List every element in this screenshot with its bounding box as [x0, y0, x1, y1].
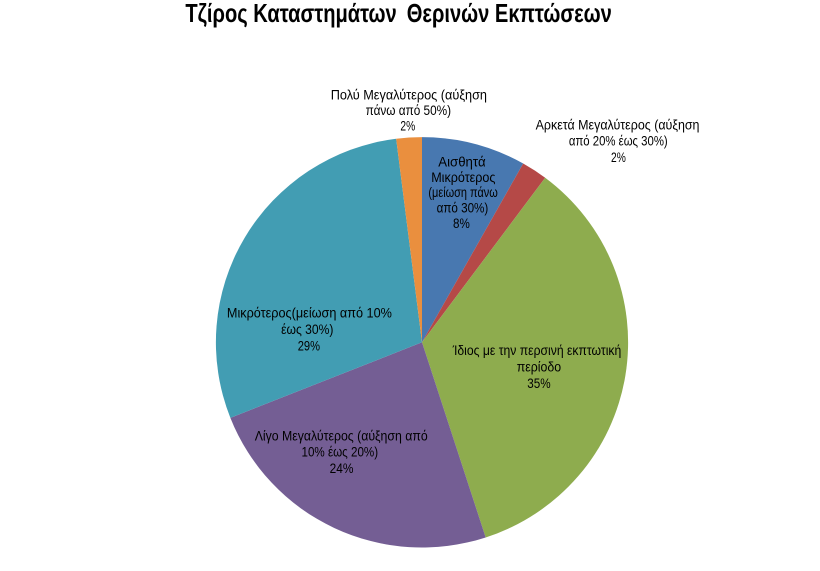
- svg-text:Πολύ Μεγαλύτερος (αύξηση: Πολύ Μεγαλύτερος (αύξηση: [331, 87, 487, 102]
- svg-text:24%: 24%: [330, 461, 354, 476]
- svg-text:35%: 35%: [527, 376, 550, 391]
- svg-text:από 30%): από 30%): [437, 201, 489, 216]
- svg-text:Ίδιος με την περσινή εκπτωτική: Ίδιος με την περσινή εκπτωτική: [452, 343, 622, 358]
- svg-text:(μείωση πάνω: (μείωση πάνω: [428, 185, 497, 200]
- svg-text:Τζίρος Καταστημάτων Θερινών Εκ: Τζίρος Καταστημάτων Θερινών Εκπτώσεων: [185, 0, 611, 28]
- svg-text:2%: 2%: [611, 150, 626, 165]
- svg-text:Μικρότερος: Μικρότερος: [431, 170, 496, 185]
- svg-text:από 20% έως 30%): από 20% έως 30%): [569, 134, 668, 149]
- svg-text:περίοδο: περίοδο: [517, 360, 561, 375]
- svg-text:8%: 8%: [453, 216, 470, 231]
- svg-text:2%: 2%: [400, 118, 415, 133]
- svg-text:Αρκετά Μεγαλύτερος (αύξηση: Αρκετά Μεγαλύτερος (αύξηση: [536, 117, 700, 132]
- svg-text:έως 30%): έως 30%): [281, 322, 333, 337]
- svg-text:Μικρότερος(μείωση από 10%: Μικρότερος(μείωση από 10%: [227, 306, 392, 321]
- svg-text:πάνω από 50%): πάνω από 50%): [366, 103, 452, 118]
- svg-text:29%: 29%: [298, 338, 320, 353]
- svg-text:Λίγο Μεγαλύτερος (αύξηση από: Λίγο Μεγαλύτερος (αύξηση από: [255, 428, 428, 443]
- svg-text:10% έως 20%): 10% έως 20%): [302, 445, 379, 460]
- svg-text:Αισθητά: Αισθητά: [438, 154, 486, 169]
